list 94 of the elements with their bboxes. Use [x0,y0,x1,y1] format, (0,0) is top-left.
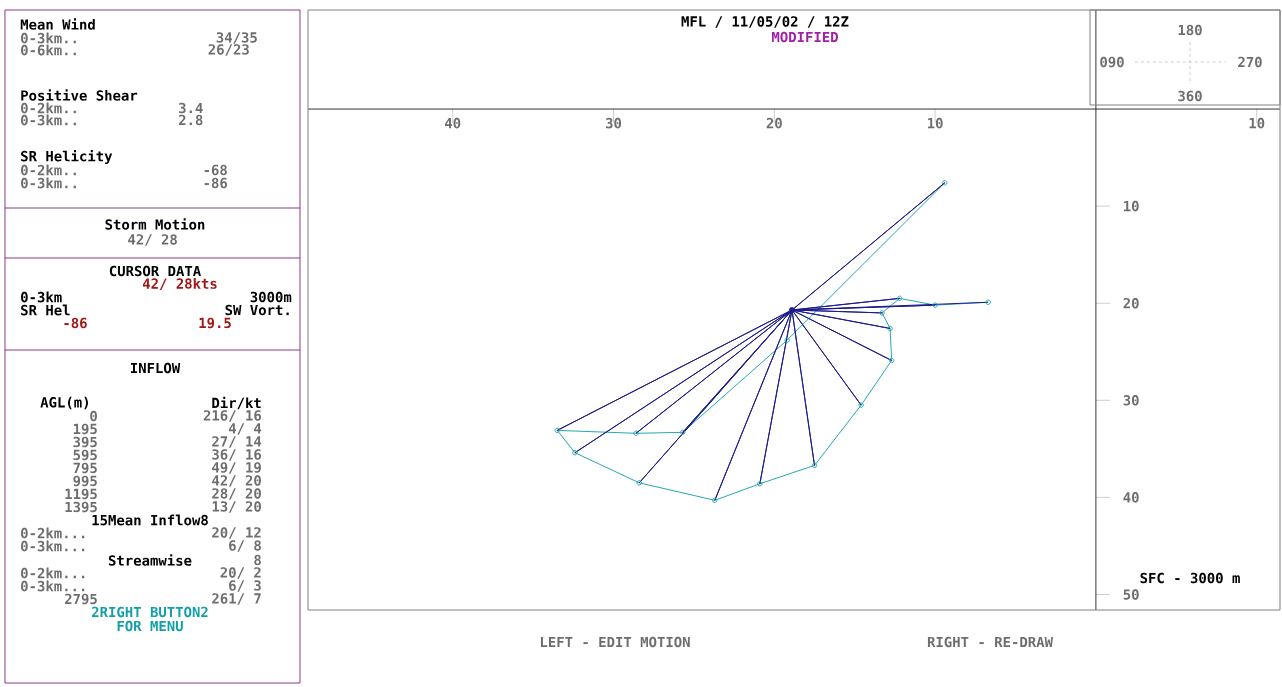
text: SW Vort. [225,304,289,316]
text: 6/ 3 [229,580,261,592]
text: 4/ 4 [228,423,262,435]
text: Positive Shear [21,89,138,101]
point [554,427,560,434]
y-tick-label: 10 [1124,200,1139,212]
point [887,325,893,332]
text: 795 [73,462,97,474]
text: 995 [73,475,97,487]
y-tick-label: 20 [1123,297,1139,309]
text: 0-3km... [21,580,85,592]
text: 3000m [250,291,292,303]
text: Mean Wind [20,18,95,30]
text: 34/35 [216,32,257,44]
x-tick-label: 40 [445,117,461,129]
text: 2795 [64,593,97,605]
text: 216/ 16 [203,410,262,422]
text: 261/ 7 [212,593,261,605]
text: 1395 [65,501,97,513]
point [636,480,642,486]
text: -86 [64,317,87,329]
y-tick-label: 50 [1123,589,1139,600]
text: CURSOR DATA [109,265,201,277]
text: 49/ 19 [212,462,261,474]
text: 8 [254,554,261,566]
annotation: 180 [1178,24,1202,36]
text: 36/ 16 [212,449,262,461]
point [897,295,903,302]
text: 20/ 2 [220,567,261,579]
text: 2.8 [178,114,203,126]
text: FOR MENU [117,620,183,632]
y-tick-label: 30 [1123,395,1139,406]
point [932,302,938,308]
x-tick-label: 10 [927,117,943,129]
text: MODIFIED [771,31,838,43]
text: 395 [73,436,97,448]
text: 3.4 [179,102,203,114]
text: LEFT - EDIT MOTION [540,636,690,648]
annotation: SFC - 3000 m [1140,572,1240,584]
text: 15Mean Inflow8 [92,514,208,526]
text: 20/ 12 [212,527,261,539]
text: 42/ 28kts [142,278,217,290]
text: 0-3km... [21,540,85,552]
point [789,307,795,313]
text: SR Helicity [21,149,113,165]
text: 0-3km.. [21,114,76,126]
text: SR Hel [21,304,70,316]
text: 1195 [65,488,97,500]
text: INFLOW [130,362,181,374]
text: -86 [204,177,228,189]
text: 42/ 20 [212,475,261,487]
text: Streamwise [108,554,192,566]
point [572,450,578,456]
point [679,429,686,436]
text: 0-2km... [21,527,85,539]
text: 26/23 [208,44,249,56]
text: Storm Motion [105,218,205,230]
chart-title: MFL / 11/05/02 / 12Z [681,16,849,28]
annotation: 090 [1100,56,1124,68]
point [888,357,895,364]
point [784,337,790,343]
text: -68 [204,164,227,176]
text: 19.5 [199,317,231,329]
text: 42/ 28 [128,234,177,246]
text: 28/ 20 [212,488,261,500]
text: 6/ 8 [229,540,261,552]
text: 0-3km.. [21,32,76,44]
x-tick-label: 20 [766,117,782,129]
text: Dir/kt [212,396,261,410]
text: 595 [73,449,97,461]
text: 0 [90,410,97,422]
text: 13/ 20 [212,501,261,513]
text: 0-2km... [21,567,85,579]
point [712,497,718,503]
text: RIGHT - RE-DRAW [927,636,1053,648]
text: 0-3km [21,291,62,303]
y-tick-label: 40 [1123,492,1139,503]
point [879,310,885,316]
x-tick-label: 10 [1249,117,1265,129]
point [811,462,818,469]
point [858,402,864,408]
text: 2RIGHT BUTTON2 [91,606,208,618]
text: AGL(m) [40,396,88,410]
text: 0-2km.. [21,102,76,114]
text: 27/ 14 [212,436,262,448]
annotation: 270 [1238,56,1262,68]
text: 0-6km.. [21,44,76,56]
text: 195 [73,423,97,435]
text: 0-3km.. [21,177,76,189]
text: 0-2km.. [21,164,76,176]
point [633,430,639,436]
point [757,481,763,487]
x-tick-label: 30 [605,117,622,129]
annotation: 360 [1178,90,1202,102]
